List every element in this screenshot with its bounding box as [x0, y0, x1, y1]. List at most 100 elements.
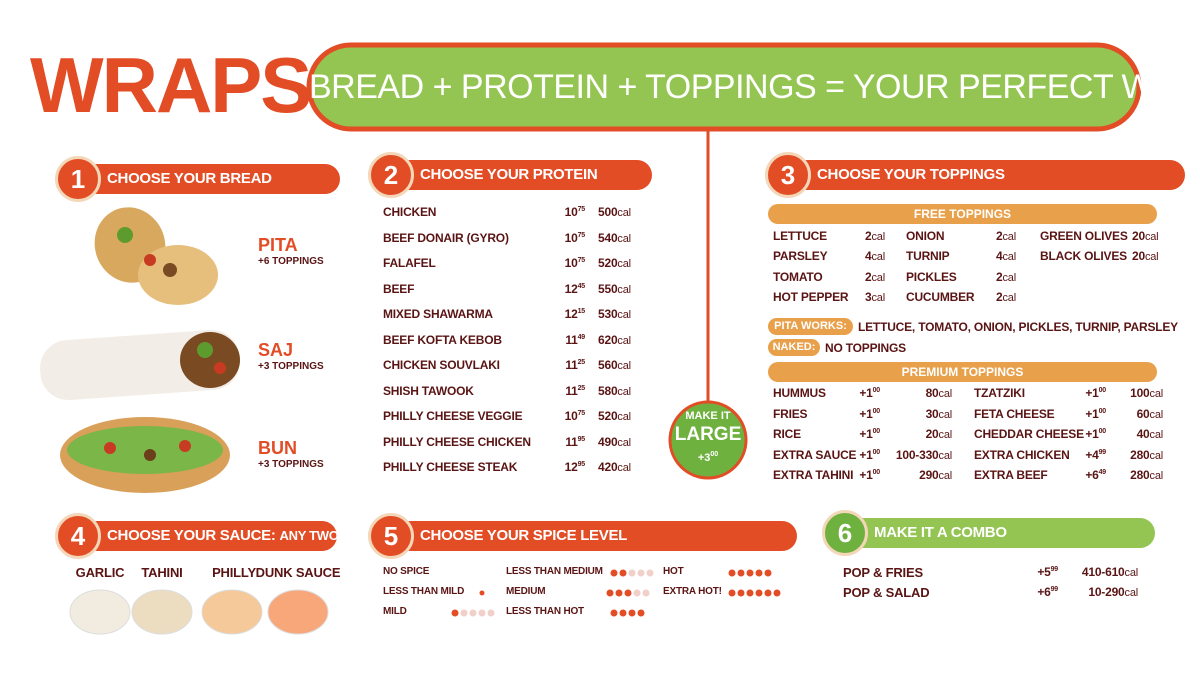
price-dollars: +1 [859, 406, 873, 421]
topping-name: HOT PEPPER [773, 289, 849, 304]
calories-unit: cal [1002, 231, 1016, 243]
calories: 2cal [996, 229, 1016, 243]
price-cents: 49 [577, 333, 586, 341]
price-dollars: 10 [564, 205, 578, 219]
calories: 2cal [865, 229, 885, 243]
price-cents: 45 [577, 282, 586, 290]
price: +100 [859, 427, 880, 441]
calories-value: 20 [1132, 249, 1145, 264]
price-dollars: +4 [1085, 447, 1099, 462]
calories: 2cal [996, 270, 1016, 284]
section-heading-extra: ANY TWO [279, 528, 339, 543]
calories-value: 410-610 [1081, 565, 1125, 579]
price: 1125 [565, 384, 585, 398]
calories-value: 100-330 [895, 447, 939, 462]
calories: 3cal [865, 290, 885, 304]
premium-name: EXTRA TAHINI [773, 468, 854, 482]
price: 1215 [565, 307, 586, 321]
price: +100 [859, 448, 880, 462]
label-text: NO TOPPINGS [825, 341, 906, 355]
calories: 2cal [996, 290, 1016, 304]
price: 1075 [564, 205, 586, 219]
calories: 4cal [865, 249, 885, 263]
calories-value: 520 [598, 256, 618, 270]
spice-level: NO SPICE [383, 566, 430, 577]
price-cents: 00 [1098, 387, 1107, 394]
price-dollars: +1 [1085, 386, 1099, 400]
price-cents: 99 [1050, 566, 1059, 573]
section-number: 5 [368, 513, 414, 559]
price-cents: 99 [1098, 448, 1107, 456]
large-price: +300 [670, 451, 746, 464]
calories-value: 2 [996, 229, 1003, 243]
calories-unit: cal [1124, 567, 1139, 579]
calories-value: 10-290 [1088, 585, 1125, 599]
price-dollars: +1 [1085, 427, 1099, 441]
price: 1075 [565, 231, 586, 245]
price-dollars: 11 [565, 383, 578, 398]
calories-value: 2 [865, 229, 872, 243]
section-bar: CHOOSE YOUR TOPPINGS [785, 160, 1185, 190]
calories-value: 2 [996, 289, 1003, 304]
section-heading: CHOOSE YOUR SAUCE: [107, 527, 276, 544]
price-cents: 00 [872, 428, 881, 435]
price: +599 [1037, 565, 1058, 579]
premium-name: EXTRA CHICKEN [974, 447, 1070, 462]
protein-name: FALAFEL [383, 256, 436, 270]
price-dollars: +6 [1085, 468, 1099, 482]
calories-value: 620 [598, 332, 618, 347]
price-dollars: 11 [565, 434, 578, 449]
bread-note: +3 TOPPINGS [258, 459, 324, 470]
price-dollars: +3 [697, 452, 711, 464]
calories-unit: cal [938, 429, 953, 441]
calories-unit: cal [617, 385, 631, 398]
protein-name: BEEF DONAIR (GYRO) [383, 230, 509, 245]
calories-value: 3 [865, 289, 872, 304]
price-cents: 75 [577, 410, 586, 417]
calories-unit: cal [1002, 291, 1016, 304]
calories: 100-330cal [896, 448, 952, 462]
calories-unit: cal [617, 334, 631, 347]
premium-name: EXTRA SAUCE [773, 447, 857, 462]
section-number: 6 [822, 510, 868, 556]
price-dollars: +1 [1085, 406, 1099, 421]
sauce-cups [69, 589, 329, 635]
bread-name: SAJ [258, 340, 294, 360]
calories: 500cal [598, 205, 631, 219]
price-dollars: +6 [1037, 585, 1051, 599]
topping-name: PARSLEY [773, 249, 828, 264]
calories-value: 280 [1130, 468, 1150, 482]
calories-unit: cal [1144, 231, 1159, 243]
price-dollars: +1 [859, 468, 873, 482]
calories: 620cal [598, 333, 631, 347]
section-bar: CHOOSE YOUR SPICE LEVEL [388, 521, 797, 551]
protein-name: BEEF [383, 281, 415, 296]
price-dollars: 12 [564, 281, 578, 296]
protein-name: CHICKEN SOUVLAKI [383, 358, 500, 372]
calories-value: 4 [865, 249, 872, 264]
price-dollars: 11 [565, 332, 578, 347]
spice-level: HOT [663, 566, 684, 577]
calories-unit: cal [871, 231, 885, 243]
bun-image [60, 417, 230, 493]
spice-level: LESS THAN MILD [383, 586, 465, 597]
label-pill: PITA WORKS: [768, 318, 853, 335]
price: +100 [859, 407, 880, 421]
price-dollars: 11 [565, 358, 578, 372]
calories-value: 420 [598, 460, 618, 474]
calories-unit: cal [1149, 388, 1164, 400]
price-dollars: 10 [564, 256, 578, 270]
sauce-name: DUNK SAUCE [255, 565, 341, 580]
price: +100 [859, 468, 880, 482]
calories: 80cal [925, 386, 953, 400]
bread-name: PITA [258, 235, 298, 255]
calories-value: 490 [598, 434, 618, 449]
calories-value: 20 [1132, 229, 1145, 243]
section-bar: MAKE IT A COMBO [842, 518, 1155, 548]
calories-unit: cal [1149, 449, 1164, 462]
calories-value: 80 [925, 386, 939, 400]
calories-unit: cal [1149, 470, 1164, 482]
protein-name: MIXED SHAWARMA [383, 307, 493, 321]
